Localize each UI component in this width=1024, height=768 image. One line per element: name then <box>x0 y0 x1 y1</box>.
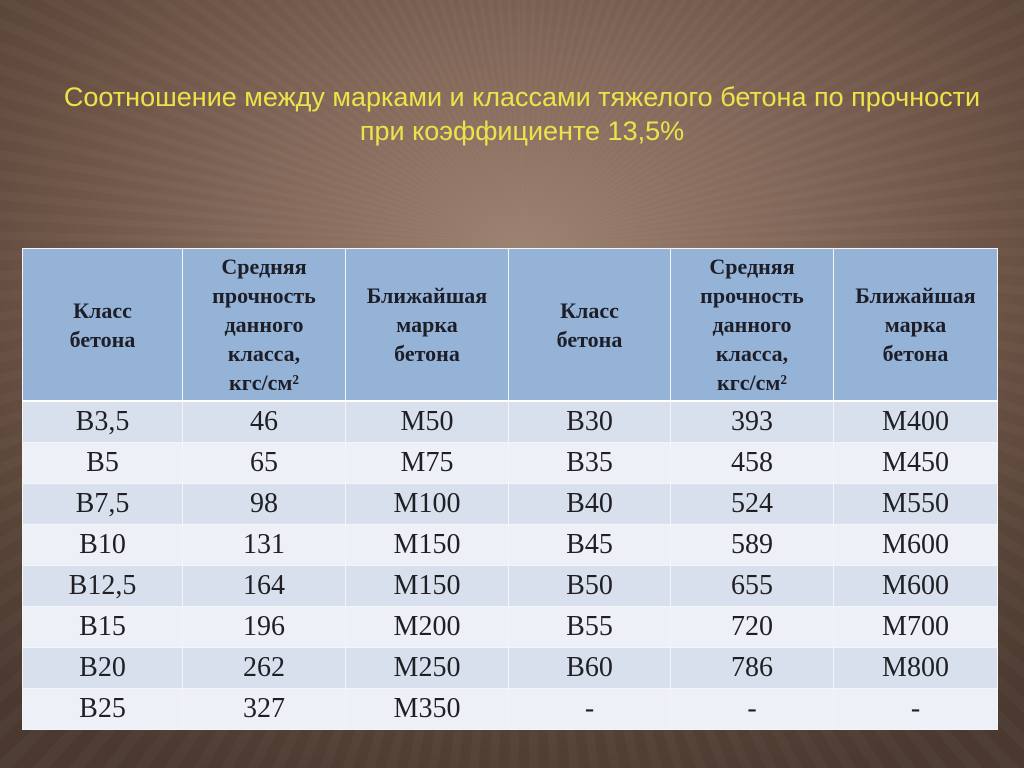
cell-concrete-class: В3,5 <box>22 400 183 443</box>
table-body: В3,5 46 М50 В30 393 М400 В5 65 М75 В35 458 М450 В7,5… <box>22 400 998 730</box>
cell-concrete-class: В5 <box>22 442 183 484</box>
cell-nearest-grade: М550 <box>833 483 998 525</box>
table-row: В20 262 М250 В60 786 М800 <box>22 647 998 689</box>
cell-concrete-class: В50 <box>508 565 671 607</box>
table-header-row: Класс бетона Средняя прочность данного класса… <box>22 248 998 402</box>
header-line: бетона <box>394 341 460 366</box>
cell-nearest-grade: М350 <box>345 688 509 730</box>
header-line: бетона <box>556 326 623 352</box>
cell-average-strength: 458 <box>670 442 834 484</box>
cell-concrete-class: В25 <box>22 688 183 730</box>
cell-average-strength: 786 <box>670 647 834 689</box>
header-line: бетона <box>882 341 949 366</box>
cell-nearest-grade: М50 <box>345 400 509 443</box>
header-line: Ближайшая <box>855 283 976 308</box>
header-line: Ближайшая <box>366 283 488 308</box>
concrete-grades-table: Класс бетона Средняя прочность данного класса… <box>22 248 998 730</box>
cell-concrete-class: В35 <box>508 442 671 484</box>
cell-concrete-class: В45 <box>508 524 671 566</box>
table-row: В15 196 М200 В55 720 М700 <box>22 606 998 648</box>
cell-concrete-class: В30 <box>508 400 671 443</box>
cell-concrete-class: В7,5 <box>22 483 183 525</box>
cell-average-strength: 164 <box>182 565 346 607</box>
title-line-1: Соотношение между марками и классами тяж… <box>63 82 981 112</box>
header-line: марка <box>884 312 947 337</box>
cell-nearest-grade: М150 <box>345 524 509 566</box>
table-row: В10 131 М150 В45 589 М600 <box>22 524 998 566</box>
table-header: Класс бетона Средняя прочность данного класса… <box>22 248 998 402</box>
table-row: В25 327 М350- - - <box>22 688 998 730</box>
cell-nearest-grade: М75 <box>345 442 509 484</box>
cell-average-strength: 262 <box>182 647 346 689</box>
cell-average-strength: 46 <box>182 400 346 443</box>
title-line-2: при коэффициенте 13,5% <box>359 116 685 146</box>
header-cell-nearest-grade-2: Ближайшая марка бетона <box>833 248 998 402</box>
header-line: класса, <box>715 341 789 366</box>
cell-nearest-grade: - <box>833 688 998 730</box>
header-line: прочность <box>212 283 316 308</box>
cell-average-strength: 589 <box>670 524 834 566</box>
header-cell-concrete-class-2: Класс бетона <box>508 248 671 402</box>
cell-average-strength: 196 <box>182 606 346 648</box>
cell-concrete-class: В12,5 <box>22 565 183 607</box>
header-cell-concrete-class-1: Класс бетона <box>22 248 183 402</box>
cell-average-strength: 720 <box>670 606 834 648</box>
cell-concrete-class: В60 <box>508 647 671 689</box>
table-row: В5 65 М75 В35 458 М450 <box>22 442 998 484</box>
cell-average-strength: 98 <box>182 483 346 525</box>
cell-nearest-grade: М450 <box>833 442 998 484</box>
cell-average-strength: 131 <box>182 524 346 566</box>
header-line: кгс/см² <box>717 370 787 395</box>
cell-concrete-class: В55 <box>508 606 671 648</box>
cell-concrete-class: В40 <box>508 483 671 525</box>
cell-average-strength: 65 <box>182 442 346 484</box>
cell-nearest-grade: М800 <box>833 647 998 689</box>
cell-concrete-class: - <box>508 688 671 730</box>
cell-nearest-grade: М600 <box>833 565 998 607</box>
cell-average-strength: 655 <box>670 565 834 607</box>
cell-nearest-grade: М100 <box>345 483 509 525</box>
header-cell-average-strength-1: Средняя прочность данного класса, кгс/см² <box>182 248 346 402</box>
cell-concrete-class: В15 <box>22 606 183 648</box>
cell-nearest-grade: М400 <box>833 400 998 443</box>
header-line: марка <box>396 312 458 337</box>
slide-title: Соотношение между марками и классами тяж… <box>20 80 1024 148</box>
cell-average-strength: - <box>670 688 834 730</box>
cell-concrete-class: В10 <box>22 524 183 566</box>
header-line: Средняя <box>709 254 795 279</box>
header-line: данного <box>712 312 792 337</box>
header-line: класса, <box>227 341 301 366</box>
header-line: Средняя <box>221 254 307 279</box>
cell-nearest-grade: М250 <box>345 647 509 689</box>
cell-nearest-grade: М200 <box>345 606 509 648</box>
header-cell-average-strength-2: Средняя прочность данного класса, кгс/см² <box>670 248 834 402</box>
cell-average-strength: 393 <box>670 400 834 443</box>
header-line: Класс <box>560 297 619 323</box>
header-cell-nearest-grade-1: Ближайшая марка бетона <box>345 248 509 402</box>
cell-concrete-class: В20 <box>22 647 183 689</box>
cell-nearest-grade: М600 <box>833 524 998 566</box>
header-line: прочность <box>700 283 804 308</box>
cell-average-strength: 524 <box>670 483 834 525</box>
table-row: В7,5 98 М100 В40 524 М550 <box>22 483 998 525</box>
header-line: кгс/см² <box>229 370 299 395</box>
table-row: В3,5 46 М50 В30 393 М400 <box>22 400 998 443</box>
cell-nearest-grade: М700 <box>833 606 998 648</box>
header-line: Класс <box>73 297 132 323</box>
table-row: В12,5 164 М150 В50 655 М600 <box>22 565 998 607</box>
header-line: бетона <box>69 326 136 352</box>
cell-average-strength: 327 <box>182 688 346 730</box>
header-line: данного <box>224 312 304 337</box>
cell-nearest-grade: М150 <box>345 565 509 607</box>
